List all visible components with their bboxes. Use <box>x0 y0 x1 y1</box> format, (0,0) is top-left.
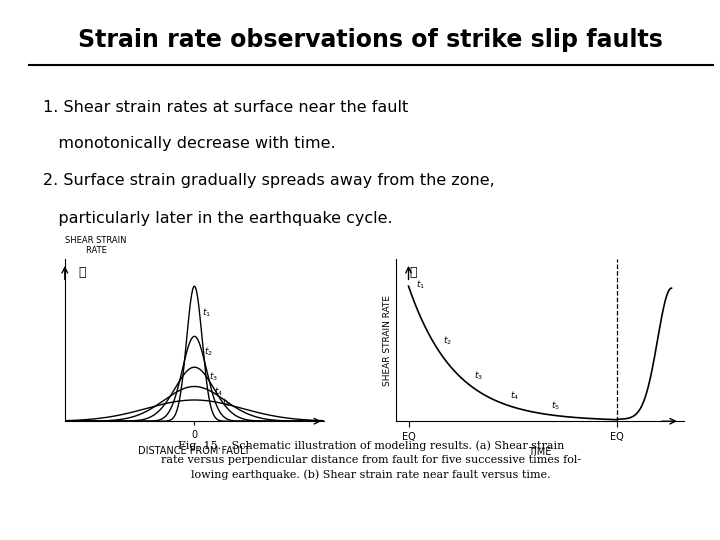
Text: $t_3$: $t_3$ <box>209 370 217 383</box>
Text: monotonically decrease with time.: monotonically decrease with time. <box>42 136 336 151</box>
X-axis label: DISTANCE FROM FAULT: DISTANCE FROM FAULT <box>138 446 251 456</box>
Text: ⓐ: ⓐ <box>78 266 86 279</box>
Text: $t_2$: $t_2$ <box>443 335 451 347</box>
Y-axis label: SHEAR STRAIN RATE: SHEAR STRAIN RATE <box>383 295 392 386</box>
Text: $t_5$: $t_5$ <box>222 397 232 409</box>
Text: $t_1$: $t_1$ <box>416 279 425 292</box>
Text: $t_3$: $t_3$ <box>474 370 482 382</box>
Text: $t_4$: $t_4$ <box>510 390 518 402</box>
Text: $t_2$: $t_2$ <box>204 346 213 359</box>
Text: Fig. 15.   Schematic illustration of modeling results. (a) Shear strain
rate ver: Fig. 15. Schematic illustration of model… <box>161 440 581 480</box>
Text: ⓑ: ⓑ <box>409 266 416 279</box>
Text: 1. Shear strain rates at surface near the fault: 1. Shear strain rates at surface near th… <box>42 100 408 116</box>
Text: $t_4$: $t_4$ <box>214 386 223 398</box>
X-axis label: TIME: TIME <box>528 447 552 457</box>
Text: $t_1$: $t_1$ <box>202 307 211 319</box>
Text: SHEAR STRAIN
        RATE: SHEAR STRAIN RATE <box>65 236 126 255</box>
Text: particularly later in the earthquake cycle.: particularly later in the earthquake cyc… <box>42 211 392 226</box>
Text: Strain rate observations of strike slip faults: Strain rate observations of strike slip … <box>78 29 663 52</box>
Text: 2. Surface strain gradually spreads away from the zone,: 2. Surface strain gradually spreads away… <box>42 173 495 188</box>
Text: $t_5$: $t_5$ <box>552 400 560 413</box>
